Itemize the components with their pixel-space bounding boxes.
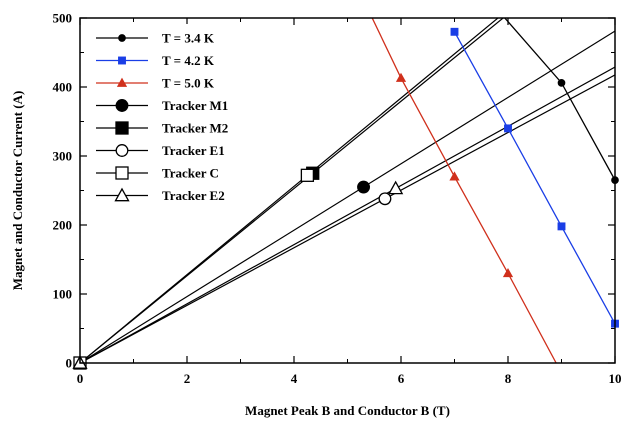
- x-tick-label: 8: [505, 371, 512, 386]
- series-point: [557, 79, 566, 87]
- tracker-point: [300, 168, 315, 182]
- series-line: [453, 31, 615, 324]
- tracker-line: [80, 18, 499, 363]
- tracker-point: [378, 192, 392, 206]
- series-point: [557, 222, 566, 231]
- x-tick-label: 0: [77, 371, 84, 386]
- tracker-line: [80, 18, 505, 363]
- legend-marker: [118, 34, 126, 42]
- legend-marker: [115, 99, 129, 112]
- legend-label: Tracker E2: [162, 188, 225, 203]
- series-point: [502, 267, 514, 278]
- legend-label: Tracker M2: [162, 121, 228, 136]
- y-tick-label: 500: [53, 11, 73, 26]
- tracker-line: [80, 66, 615, 363]
- x-tick-label: 2: [184, 371, 191, 386]
- legend-marker: [114, 187, 130, 202]
- axis-ticks: [79, 17, 616, 364]
- x-axis-title: Magnet Peak B and Conductor B (T): [245, 403, 450, 418]
- legend-label: T = 4.2 K: [162, 53, 215, 68]
- x-tick-label: 6: [398, 371, 405, 386]
- series-point: [450, 27, 459, 36]
- legend-label: T = 3.4 K: [162, 31, 215, 46]
- legend-label: Tracker M1: [162, 98, 228, 113]
- legend-bg: [88, 24, 260, 210]
- legend-marker: [118, 56, 126, 65]
- legend-marker: [115, 166, 129, 180]
- legend-marker: [115, 144, 129, 157]
- x-tick-label: 10: [609, 371, 622, 386]
- x-tick-label: 4: [291, 371, 298, 386]
- y-tick-label: 300: [53, 149, 73, 164]
- y-axis-title: Magnet and Conductor Current (A): [10, 91, 25, 291]
- series-point: [395, 72, 407, 82]
- legend-label: Tracker C: [162, 166, 219, 181]
- legend: T = 3.4 K T = 4.2 K T = 5.0 K Tracker M1 Tra…: [88, 24, 260, 210]
- y-tick-label: 400: [53, 80, 73, 95]
- series-point: [449, 171, 460, 181]
- legend-marker: [116, 77, 128, 87]
- series-line: [503, 18, 615, 181]
- series-point: [504, 124, 512, 133]
- y-tick-label: 0: [66, 356, 73, 371]
- tracker-line: [80, 30, 615, 363]
- tracker-line: [80, 74, 615, 363]
- y-tick-label: 100: [53, 287, 73, 302]
- y-tick-label: 200: [53, 218, 73, 233]
- legend-marker: [115, 121, 129, 135]
- legend-label: T = 5.0 K: [162, 76, 215, 91]
- legend-label: Tracker E1: [162, 143, 225, 158]
- tracker-point: [388, 180, 404, 195]
- tracker-point: [357, 180, 371, 194]
